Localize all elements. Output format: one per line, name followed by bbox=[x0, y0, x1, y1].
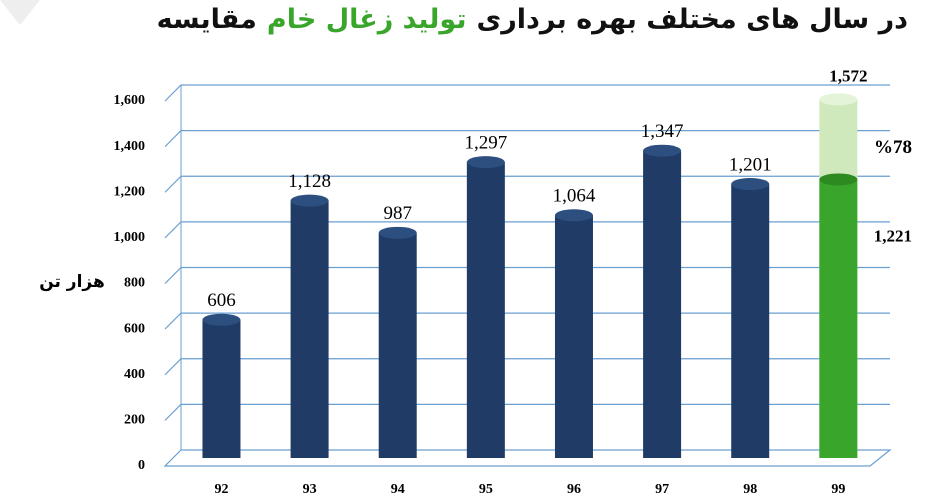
bar bbox=[643, 150, 682, 458]
bar bbox=[202, 319, 241, 458]
y-axis-label: هزار تن bbox=[39, 272, 105, 292]
bar bbox=[554, 215, 593, 458]
grid-line bbox=[164, 266, 890, 284]
grid-line bbox=[164, 130, 890, 148]
value-label: 1,297 bbox=[464, 132, 507, 153]
bar bbox=[378, 232, 417, 458]
y-tick-label: 0 bbox=[138, 458, 145, 473]
grid-line bbox=[164, 175, 890, 193]
title-part: مقایسه bbox=[156, 4, 257, 35]
grid-line bbox=[164, 221, 890, 239]
title-highlight: تولید زغال خام bbox=[266, 4, 467, 35]
chart-title: مقایسه تولید زغال خام در سال های مختلف ب… bbox=[157, 4, 908, 35]
value-label: 1,347 bbox=[641, 121, 684, 142]
bar bbox=[819, 179, 858, 458]
y-tick-label: 1,200 bbox=[114, 184, 146, 199]
bar bbox=[466, 162, 505, 458]
x-tick-label: 94 bbox=[391, 482, 405, 497]
y-tick-label: 800 bbox=[124, 276, 145, 291]
value-label: 1,572 bbox=[829, 66, 867, 85]
y-tick-label: 1,600 bbox=[114, 93, 146, 108]
y-tick-label: 200 bbox=[124, 413, 145, 428]
y-tick-label: 1,000 bbox=[114, 230, 146, 245]
y-tick-label: 600 bbox=[124, 321, 145, 336]
value-label: 987 bbox=[383, 203, 412, 224]
value-label: 606 bbox=[207, 290, 236, 311]
grid-line bbox=[164, 84, 890, 102]
title-part: در سال های مختلف بهره برداری bbox=[476, 4, 908, 35]
value-label: 1,128 bbox=[288, 171, 331, 192]
x-tick-label: 96 bbox=[567, 482, 581, 497]
x-tick-label: 92 bbox=[214, 482, 228, 497]
bar-cap bbox=[819, 173, 858, 186]
y-tick-label: 400 bbox=[124, 367, 145, 382]
x-tick-label: 97 bbox=[655, 482, 669, 497]
bar-cap bbox=[819, 93, 858, 106]
value-label: 1,064 bbox=[553, 186, 596, 207]
annotation: %78 bbox=[874, 137, 912, 158]
x-tick-label: 98 bbox=[743, 482, 757, 497]
x-tick-label: 99 bbox=[831, 482, 845, 497]
bar-cap bbox=[378, 226, 417, 239]
value-label: 1,201 bbox=[729, 154, 772, 175]
grid-line bbox=[164, 403, 890, 421]
logo-shape bbox=[0, 0, 40, 25]
y-tick-label: 1,400 bbox=[114, 139, 146, 154]
floor bbox=[163, 449, 892, 467]
grid-line bbox=[164, 358, 890, 376]
grid-line bbox=[164, 312, 890, 330]
x-tick-label: 95 bbox=[479, 482, 493, 497]
value-label: 1,221 bbox=[874, 226, 912, 245]
bar-cap bbox=[731, 178, 770, 191]
bar-cap bbox=[466, 156, 505, 169]
bar bbox=[731, 184, 770, 458]
bar-cap bbox=[202, 313, 241, 326]
bar-cap bbox=[290, 194, 329, 207]
x-tick-label: 93 bbox=[303, 482, 317, 497]
bar-cap bbox=[643, 144, 682, 157]
bar-cap bbox=[554, 209, 593, 222]
bar bbox=[290, 200, 329, 459]
